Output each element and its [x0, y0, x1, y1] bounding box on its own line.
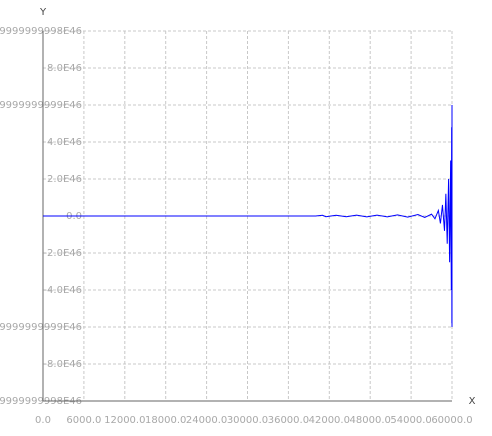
- x-tick-label: 24000.0: [186, 415, 227, 426]
- x-tick-label: 48000.0: [350, 415, 391, 426]
- x-tick-label: 60000.0: [431, 415, 472, 426]
- y-tick-label: 2.0E46: [47, 174, 82, 185]
- x-tick-label: 54000.0: [390, 415, 431, 426]
- x-tick-label: 30000.0: [227, 415, 268, 426]
- y-tick-label: 9.999999999999998E46: [0, 26, 82, 37]
- y-tick-label: -9.999999999999998E46: [0, 396, 82, 407]
- y-tick-label: 8.0E46: [47, 63, 82, 74]
- y-tick-label: -4.0E46: [43, 285, 82, 296]
- x-tick-label: 18000.0: [145, 415, 186, 426]
- y-tick-label: -8.0E46: [43, 359, 82, 370]
- x-tick-label: 6000.0: [66, 415, 101, 426]
- y-tick-label: 4.0E46: [47, 137, 82, 148]
- x-tick-label: 12000.0: [104, 415, 145, 426]
- x-tick-label: 42000.0: [309, 415, 350, 426]
- y-tick-label: -5.999999999999999E46: [0, 322, 82, 333]
- x-tick-label: 0.0: [35, 415, 51, 426]
- y-tick-label: 5.999999999999999E46: [0, 100, 82, 111]
- x-tick-label: 36000.0: [268, 415, 309, 426]
- y-tick-label: -2.0E46: [43, 248, 82, 259]
- line-series: [43, 104, 453, 327]
- x-axis-label: X: [469, 396, 476, 407]
- y-axis-label: Y: [39, 7, 47, 18]
